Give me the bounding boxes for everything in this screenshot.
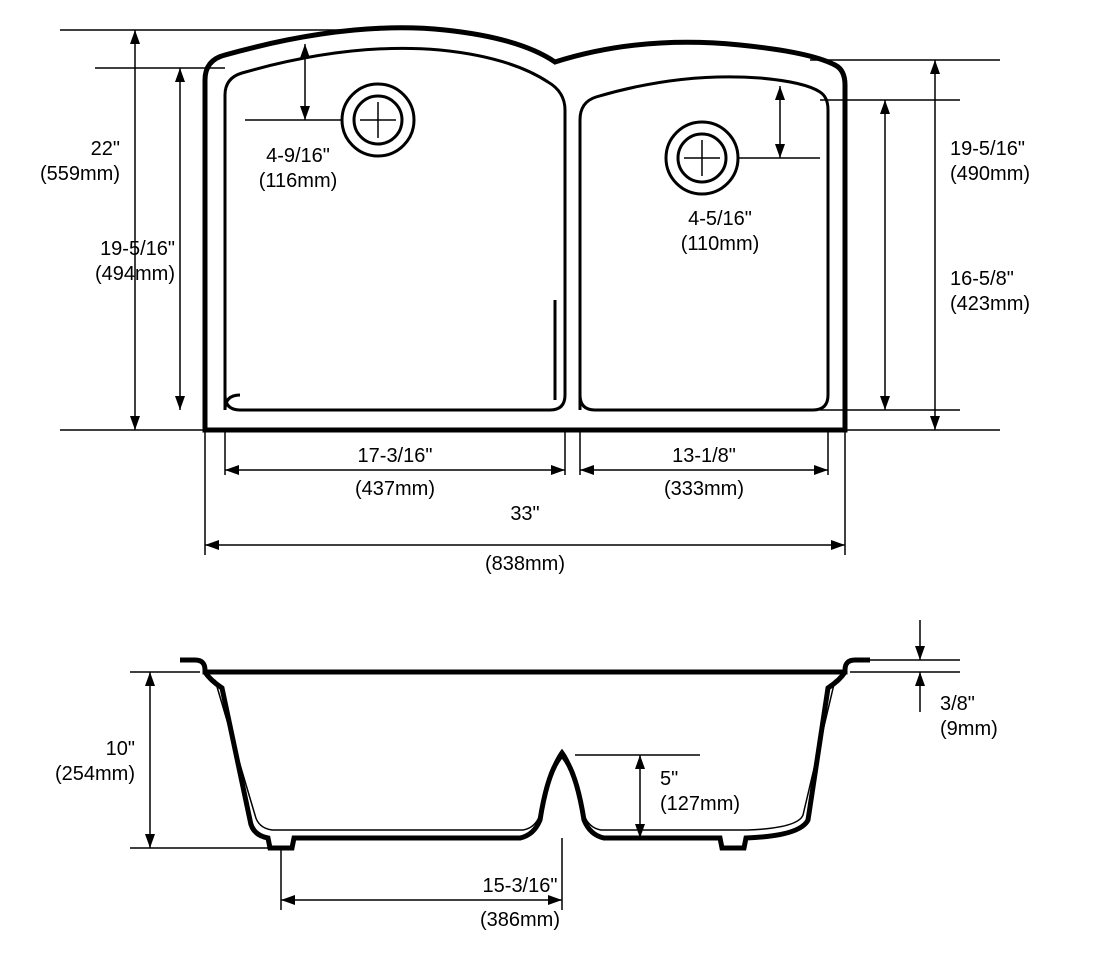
svg-text:15-3/16": 15-3/16"	[483, 875, 558, 897]
svg-text:19-5/16": 19-5/16"	[950, 138, 1025, 160]
dim-left-drain: 4-9/16" (116mm)	[245, 44, 342, 192]
left-drain	[342, 84, 414, 156]
svg-text:4-9/16": 4-9/16"	[266, 145, 330, 167]
svg-text:(254mm): (254mm)	[55, 763, 135, 785]
svg-text:(838mm): (838mm)	[485, 553, 565, 575]
dim-overall-height: 22" (559mm)	[40, 30, 140, 430]
dim-right-bowl-w: 13-1/8" (333mm)	[580, 445, 828, 500]
svg-text:(490mm): (490mm)	[950, 163, 1030, 185]
dim-label-mm: (559mm)	[40, 163, 120, 185]
svg-text:(116mm): (116mm)	[259, 170, 338, 192]
svg-text:13-1/8": 13-1/8"	[672, 445, 736, 467]
svg-text:10": 10"	[106, 738, 135, 760]
svg-text:(333mm): (333mm)	[664, 478, 744, 500]
svg-text:(127mm): (127mm)	[660, 793, 740, 815]
svg-text:(423mm): (423mm)	[950, 293, 1030, 315]
dim-rim: 3/8" (9mm)	[850, 620, 998, 740]
dim-overall-w: 33" (838mm)	[205, 503, 845, 575]
svg-text:3/8": 3/8"	[940, 693, 975, 715]
svg-text:4-5/16": 4-5/16"	[688, 208, 752, 230]
sink-drawing: 22" (559mm) 19-5/16" (494mm) 4-9/16" (11…	[0, 0, 1103, 978]
dim-label: 22"	[91, 138, 120, 160]
svg-text:33": 33"	[510, 503, 539, 525]
section-view	[180, 660, 870, 848]
right-drain	[666, 122, 738, 194]
svg-text:(494mm): (494mm)	[95, 263, 175, 285]
dim-divider: 5" (127mm)	[575, 755, 740, 838]
svg-text:19-5/16": 19-5/16"	[100, 238, 175, 260]
svg-text:16-5/8": 16-5/8"	[950, 268, 1014, 290]
svg-text:17-3/16": 17-3/16"	[358, 445, 433, 467]
svg-text:(437mm): (437mm)	[355, 478, 435, 500]
dim-left-bowl-w: 17-3/16" (437mm)	[225, 445, 565, 500]
dim-bottom: 15-3/16" (386mm)	[281, 838, 562, 931]
svg-text:(110mm): (110mm)	[681, 233, 760, 255]
svg-text:(9mm): (9mm)	[940, 718, 998, 740]
svg-text:(386mm): (386mm)	[480, 909, 560, 931]
svg-text:5": 5"	[660, 768, 678, 790]
